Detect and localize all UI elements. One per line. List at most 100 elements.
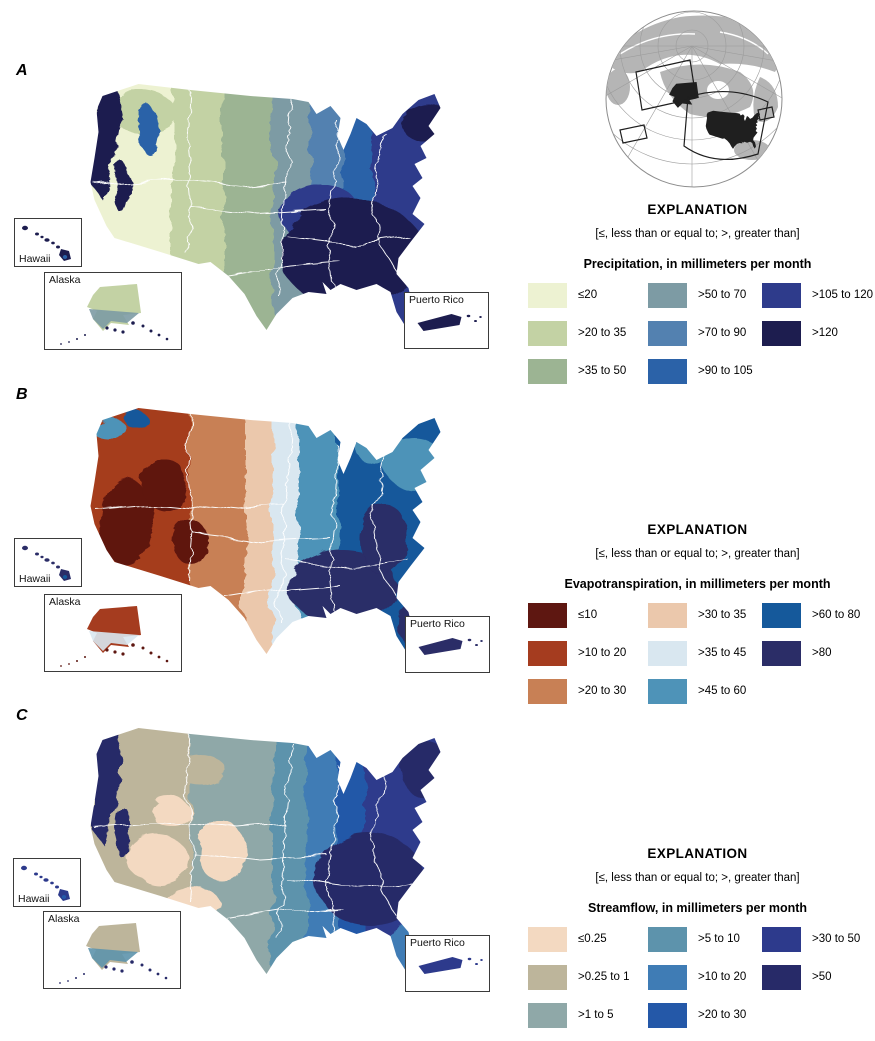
- legend-title-streamflow: Streamflow, in millimeters per month: [587, 901, 808, 915]
- globe-locator-map: [600, 2, 870, 188]
- explanation-heading: EXPLANATION: [647, 846, 748, 861]
- puerto-rico-inset-label: Puerto Rico: [410, 618, 465, 630]
- legend-swatch: [762, 641, 801, 666]
- legend-swatch: [762, 321, 801, 346]
- legend-column: ≤10 >10 to 20 >20 to 30: [528, 603, 648, 717]
- evapotranspiration-map: [38, 390, 503, 690]
- legend-swatch: [648, 283, 687, 308]
- legend-label: >45 to 60: [698, 685, 747, 697]
- legend-label: >10 to 20: [578, 647, 627, 659]
- precipitation-map: [38, 66, 503, 366]
- legend-swatch: [528, 603, 567, 628]
- alaska-inset: Alaska: [43, 911, 181, 989]
- legend-label: >120: [812, 327, 838, 339]
- legend-swatch: [648, 927, 687, 952]
- legend-column: >105 to 120 >120: [762, 283, 875, 397]
- hawaii-islands-art: [22, 545, 71, 581]
- alaska-inset-label: Alaska: [49, 596, 81, 608]
- alaska-inset: Alaska: [44, 594, 182, 672]
- legend-column: ≤20 >20 to 35 >35 to 50: [528, 283, 648, 397]
- legend-label: >30 to 35: [698, 609, 747, 621]
- legend-title-precipitation: Precipitation, in millimeters per month: [583, 257, 812, 271]
- legend-row: >35 to 50: [528, 359, 648, 384]
- legend-grid-precipitation: ≤20 >20 to 35 >35 to 50 >50 to 70 >70 to 90 >…: [520, 283, 875, 397]
- hawaii-inset: Hawaii: [13, 858, 81, 907]
- puerto-rico-inset: Puerto Rico: [405, 935, 490, 992]
- alaska-art: [59, 923, 168, 984]
- legend-swatch: [528, 321, 567, 346]
- legend-label: >50: [812, 971, 832, 983]
- alaska-art: [60, 284, 169, 345]
- puerto-rico-inset-label: Puerto Rico: [410, 937, 465, 949]
- hawaii-islands-art: [22, 225, 71, 261]
- legend-label: >10 to 20: [698, 971, 747, 983]
- legend-row: ≤0.25: [528, 927, 648, 952]
- conus-map-art: [90, 728, 441, 974]
- legend-column: >30 to 35 >35 to 45 >45 to 60: [648, 603, 762, 717]
- globe-icon: [605, 10, 783, 188]
- legend-swatch: [528, 359, 567, 384]
- legend-swatch: [648, 641, 687, 666]
- hawaii-inset-label: Hawaii: [18, 893, 50, 905]
- legend-label: >35 to 50: [578, 365, 627, 377]
- legend-row: >105 to 120: [762, 283, 875, 308]
- explanation-block-precipitation: EXPLANATION [≤, less than or equal to; >…: [520, 202, 875, 397]
- region-boundaries: [94, 89, 409, 297]
- legend-row: >50: [762, 965, 875, 990]
- explanation-heading: EXPLANATION: [647, 522, 748, 537]
- legend-label: >35 to 45: [698, 647, 747, 659]
- legend-grid-evapotranspiration: ≤10 >10 to 20 >20 to 30 >30 to 35 >35 to 45 >…: [520, 603, 875, 717]
- puerto-rico-inset: Puerto Rico: [405, 616, 490, 673]
- legend-swatch: [528, 679, 567, 704]
- legend-row: ≤10: [528, 603, 648, 628]
- legend-label: >50 to 70: [698, 289, 747, 301]
- legend-swatch: [528, 927, 567, 952]
- legend-row: >30 to 35: [648, 603, 762, 628]
- legend-swatch: [648, 965, 687, 990]
- puerto-rico-inset: Puerto Rico: [404, 292, 489, 349]
- legend-row: >20 to 35: [528, 321, 648, 346]
- hawaii-inset: Hawaii: [14, 218, 82, 267]
- legend-label: ≤0.25: [578, 933, 607, 945]
- puerto-rico-inset-label: Puerto Rico: [409, 294, 464, 306]
- legend-row: >50 to 70: [648, 283, 762, 308]
- panel-letter-c: C: [16, 707, 28, 724]
- legend-row: >120: [762, 321, 875, 346]
- puerto-rico-art: [418, 957, 483, 974]
- legend-row: >60 to 80: [762, 603, 875, 628]
- puerto-rico-art: [417, 314, 482, 331]
- legend-row: >35 to 45: [648, 641, 762, 666]
- legend-swatch: [648, 1003, 687, 1028]
- alaska-silhouette: [669, 82, 699, 108]
- legend-label: >20 to 35: [578, 327, 627, 339]
- legend-row: >10 to 20: [528, 641, 648, 666]
- legend-swatch: [762, 603, 801, 628]
- legend-swatch: [648, 679, 687, 704]
- legend-label: >90 to 105: [698, 365, 753, 377]
- legend-label: >30 to 50: [812, 933, 861, 945]
- panel-letter-a: A: [16, 62, 28, 79]
- legend-label: >0.25 to 1: [578, 971, 630, 983]
- explanation-heading: EXPLANATION: [647, 202, 748, 217]
- legend-swatch: [528, 283, 567, 308]
- legend-row: >0.25 to 1: [528, 965, 648, 990]
- globe-coastlines: [619, 31, 769, 55]
- legend-label: ≤20: [578, 289, 598, 301]
- legend-row: >90 to 105: [648, 359, 762, 384]
- legend-label: >20 to 30: [578, 685, 627, 697]
- legend-row: >20 to 30: [528, 679, 648, 704]
- legend-swatch: [762, 927, 801, 952]
- legend-row: ≤20: [528, 283, 648, 308]
- explanation-block-streamflow: EXPLANATION [≤, less than or equal to; >…: [520, 846, 875, 1041]
- legend-column: >60 to 80 >80: [762, 603, 875, 717]
- alaska-art: [60, 606, 169, 667]
- alaska-inset-label: Alaska: [48, 913, 80, 925]
- legend-row: >45 to 60: [648, 679, 762, 704]
- streamflow-map: [38, 710, 503, 1010]
- legend-row: >30 to 50: [762, 927, 875, 952]
- legend-label: >80: [812, 647, 832, 659]
- legend-column: >50 to 70 >70 to 90 >90 to 105: [648, 283, 762, 397]
- conus-silhouette: [705, 110, 760, 149]
- hawaii-inset-label: Hawaii: [19, 573, 51, 585]
- legend-row: >70 to 90: [648, 321, 762, 346]
